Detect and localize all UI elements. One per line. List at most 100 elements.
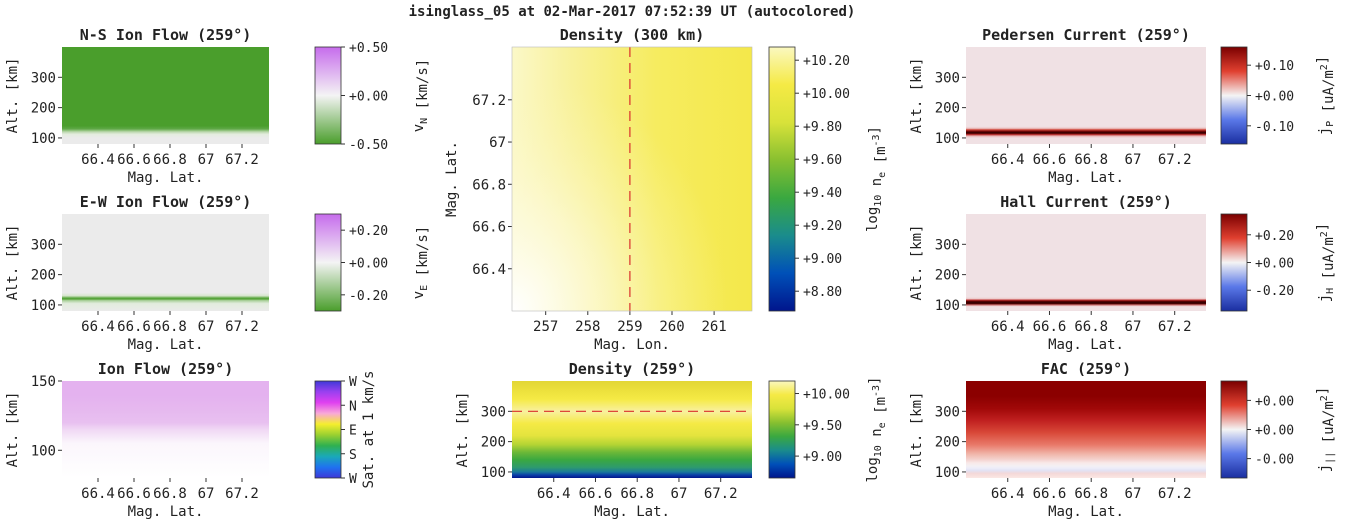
colorbar-tick-label: +10.00 xyxy=(803,87,850,102)
axes-frame xyxy=(511,46,753,312)
y-tick-label: 300 xyxy=(935,237,960,253)
y-axis-label: Alt. [km] xyxy=(5,392,21,468)
x-tick-label: 66.4 xyxy=(81,152,115,168)
x-tick-label: 66.6 xyxy=(117,486,151,502)
x-tick-label: 66.6 xyxy=(117,319,151,335)
x-tick-label: 260 xyxy=(659,319,684,335)
y-tick-label: 150 xyxy=(31,374,56,390)
colorbar-pedersen_current xyxy=(1220,46,1248,145)
heatmap-ns_ion_flow xyxy=(62,47,269,144)
x-tick-label: 67 xyxy=(671,486,688,502)
x-axis-label: Mag. Lat. xyxy=(594,504,670,520)
y-tick-label: 200 xyxy=(935,101,960,117)
colorbar-tick-label: +0.00 xyxy=(1255,424,1294,439)
colorbar-tick-label: +10.00 xyxy=(803,388,850,403)
panel-title-fac: FAC (259°) xyxy=(1041,360,1131,378)
y-axis-label: Alt. [km] xyxy=(455,392,471,468)
panel-title-pedersen_current: Pedersen Current (259°) xyxy=(982,26,1190,44)
y-axis-label: Alt. [km] xyxy=(909,225,925,301)
heatmap-hall_current xyxy=(966,214,1206,311)
heatmap-ion_flow xyxy=(62,381,269,478)
x-tick-label: 66.6 xyxy=(117,152,151,168)
panel-title-ew_ion_flow: E-W Ion Flow (259°) xyxy=(80,193,252,211)
colorbar-density_300km xyxy=(768,46,796,312)
x-axis-label: Mag. Lat. xyxy=(1048,504,1124,520)
colorbar-tick-label: +0.00 xyxy=(349,90,388,105)
colorbar-tick-label: +0.50 xyxy=(349,41,388,56)
colorbar-tick-label: +0.00 xyxy=(1255,394,1294,409)
panel-ion_flow: Ion Flow (259°) 66.4 66.6 66.8 67 67.2 100 150 M… xyxy=(5,360,377,520)
y-axis-label: Alt. [km] xyxy=(5,225,21,301)
colorbar-tick-label: +9.20 xyxy=(803,219,842,234)
y-axis-label: Alt. [km] xyxy=(909,392,925,468)
panel-hall_current: Hall Current (259°) 66.4 66.6 66.8 67 67.2 100… xyxy=(909,193,1337,353)
colorbar-label: vE [km/s] xyxy=(411,226,431,299)
y-tick-label: 100 xyxy=(31,443,56,459)
colorbar-tick-label: +9.00 xyxy=(803,450,842,465)
heatmap-pedersen_current xyxy=(966,47,1206,144)
x-tick-label: 66.8 xyxy=(153,486,187,502)
y-tick-label: 200 xyxy=(31,101,56,117)
x-tick-label: 67 xyxy=(1125,319,1142,335)
y-tick-label: 300 xyxy=(935,70,960,86)
heatmap-corner-density_300km xyxy=(512,47,752,311)
colorbar-tick-label: -0.20 xyxy=(349,289,388,304)
panel-density_300km: Density (300 km) 257 258 259 260 261 66.4 66.6 6… xyxy=(444,26,889,353)
x-tick-label: 66.4 xyxy=(991,319,1025,335)
colorbar-tick-label: W xyxy=(349,472,357,487)
x-tick-label: 67.2 xyxy=(704,486,738,502)
x-tick-label: 66.6 xyxy=(1033,152,1067,168)
colorbar-label: log10 ne [m-3] xyxy=(865,376,889,482)
colorbar-ew_ion_flow xyxy=(314,213,342,312)
panel-title-density_300km: Density (300 km) xyxy=(560,26,705,44)
y-tick-label: 300 xyxy=(31,237,56,253)
x-tick-label: 66.8 xyxy=(1074,152,1108,168)
x-tick-label: 67.2 xyxy=(225,152,259,168)
colorbar-fac xyxy=(1220,380,1248,479)
x-tick-label: 67.2 xyxy=(225,486,259,502)
x-axis-label: Mag. Lat. xyxy=(128,170,204,186)
x-tick-label: 67 xyxy=(1125,152,1142,168)
colorbar-tick-label: +9.80 xyxy=(803,120,842,135)
colorbar-label: Sat. at 1 km/s xyxy=(361,370,377,488)
x-tick-label: 66.4 xyxy=(991,486,1025,502)
colorbar-tick-label: -0.10 xyxy=(1255,120,1294,135)
colorbar-label: jH [uA/m2] xyxy=(1315,223,1337,303)
x-tick-label: 66.4 xyxy=(991,152,1025,168)
colorbar-tick-label: +0.10 xyxy=(1255,59,1294,74)
colorbar-label: vN [km/s] xyxy=(411,59,431,132)
panel-title-hall_current: Hall Current (259°) xyxy=(1000,193,1172,211)
colorbar-tick-label: E xyxy=(349,424,357,439)
y-tick-label: 100 xyxy=(935,465,960,481)
x-tick-label: 259 xyxy=(617,319,642,335)
y-tick-label: 100 xyxy=(481,465,506,481)
colorbar-tick-label: +9.00 xyxy=(803,252,842,267)
colorbar-ion_flow xyxy=(314,380,342,479)
colorbar-tick-label: -0.20 xyxy=(1255,284,1294,299)
colorbar-label: jP [uA/m2] xyxy=(1315,56,1337,136)
y-tick-label: 300 xyxy=(935,404,960,420)
panel-density_259: Density (259°) 66.4 66.6 66.8 67 67.2 100 200 30… xyxy=(455,360,889,520)
x-tick-label: 66.6 xyxy=(1033,319,1067,335)
y-tick-label: 200 xyxy=(481,435,506,451)
panel-ew_ion_flow: E-W Ion Flow (259°) 66.4 66.6 66.8 67 67.2 100… xyxy=(5,193,431,353)
x-tick-label: 66.8 xyxy=(153,152,187,168)
x-tick-label: 67 xyxy=(1125,486,1142,502)
x-axis-label: Mag. Lat. xyxy=(1048,170,1124,186)
heatmap-ew_ion_flow xyxy=(62,214,269,311)
x-tick-label: 66.8 xyxy=(153,319,187,335)
x-tick-label: 67.2 xyxy=(225,319,259,335)
x-tick-label: 66.4 xyxy=(81,319,115,335)
panel-title-ion_flow: Ion Flow (259°) xyxy=(98,360,233,378)
y-axis-label: Alt. [km] xyxy=(5,58,21,134)
x-tick-label: 67 xyxy=(198,152,215,168)
colorbar-tick-label: +0.00 xyxy=(349,257,388,272)
colorbar-tick-label: +0.20 xyxy=(349,224,388,239)
colorbar-label: log10 ne [m-3] xyxy=(865,126,889,232)
x-tick-label: 67.2 xyxy=(1158,319,1192,335)
colorbar-tick-label: +0.20 xyxy=(1255,229,1294,244)
panel-title-ns_ion_flow: N-S Ion Flow (259°) xyxy=(80,26,252,44)
y-tick-label: 67.2 xyxy=(472,93,506,109)
y-tick-label: 200 xyxy=(935,435,960,451)
